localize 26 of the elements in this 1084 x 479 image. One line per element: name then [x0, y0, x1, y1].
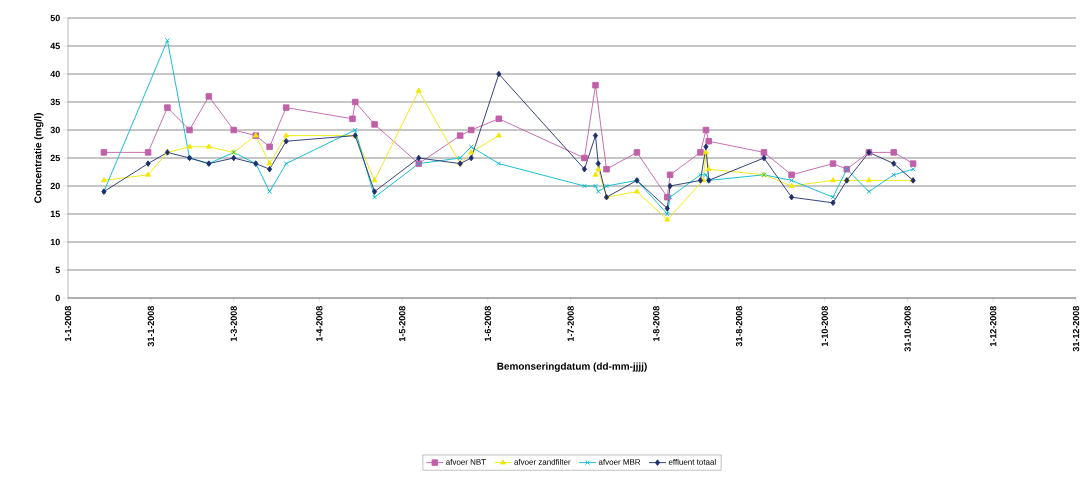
x-tick-label: 1-7-2008 [567, 306, 574, 342]
x-tick-label: 1-4-2008 [316, 306, 323, 342]
x-tick-label: 31-12-2008 [1072, 306, 1080, 352]
x-tick-label: 1-1-2008 [64, 306, 72, 342]
x-tick-label: 31-1-2008 [147, 306, 155, 347]
y-tick-label: 45 [50, 42, 60, 50]
x-tick-label: 1-5-2008 [398, 306, 406, 342]
x-tick-label: 1-6-2008 [484, 306, 491, 342]
y-tick-label: 15 [50, 210, 60, 218]
y-tick-label: 30 [50, 126, 60, 134]
y-axis-title: Concentratie (mg/l) [34, 113, 44, 203]
y-tick-label: 10 [50, 238, 60, 246]
x-tick-label: 1-10-2008 [821, 306, 828, 347]
x-tick-label: 1-12-2008 [990, 306, 997, 347]
x-tick-label: 31-8-2008 [735, 306, 743, 347]
y-tick-label: 20 [50, 182, 60, 190]
x-tick-label: 1-3-2008 [230, 306, 237, 342]
x-axis-title: Bemonseringdatum (dd-mm-jjjj) [497, 362, 647, 372]
y-tick-label: 50 [50, 14, 60, 22]
y-tick-label: 25 [50, 154, 60, 162]
x-tick-label: 31-10-2008 [904, 306, 911, 352]
x-tick-label: 1-8-2008 [653, 306, 660, 342]
y-tick-label: 40 [50, 70, 60, 78]
y-tick-label: 35 [50, 98, 60, 106]
y-tick-label: 0 [55, 294, 60, 302]
y-tick-label: 5 [55, 266, 60, 274]
